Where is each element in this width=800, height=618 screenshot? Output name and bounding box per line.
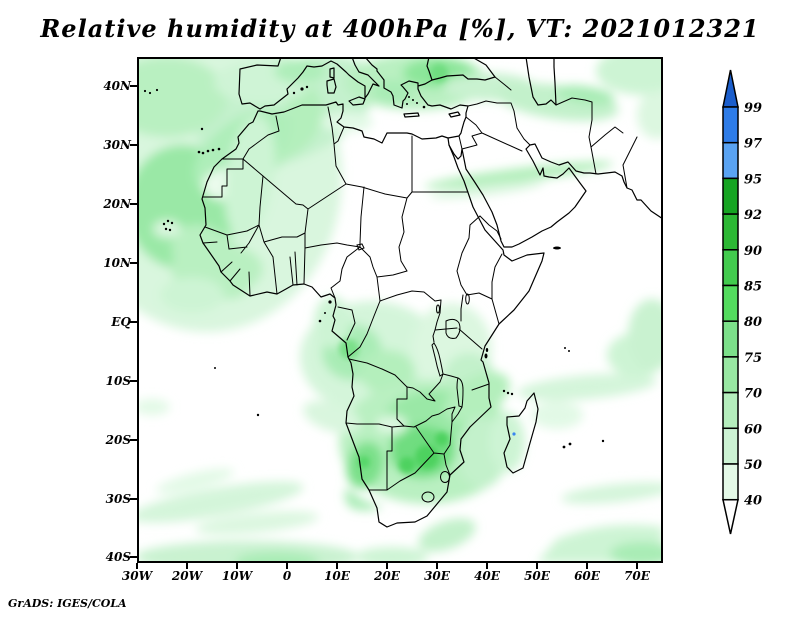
lon-tick-mark — [186, 563, 188, 569]
small-islands-layer — [143, 85, 605, 449]
lon-tick-label: 10E — [324, 569, 350, 583]
lon-tick-label: 20W — [171, 569, 203, 583]
lat-tick-mark — [130, 380, 137, 382]
madagascar-blue-speck — [512, 432, 516, 436]
lat-tick-label: 10N — [103, 256, 131, 270]
lon-tick-mark — [336, 563, 338, 569]
colorbar-tick-label: 80 — [744, 315, 762, 330]
lakes-layer — [356, 243, 470, 408]
colorbar-tick-label: 97 — [744, 137, 762, 152]
lat-tick-label: EQ — [111, 315, 131, 329]
lon-tick-mark — [286, 563, 288, 569]
lat-tick-label: 40N — [103, 79, 131, 93]
colorbar-tick-label: 92 — [744, 208, 762, 223]
colorbar-bottom-arrow — [722, 498, 739, 535]
lon-tick-mark — [136, 563, 138, 569]
lat-tick-mark — [130, 321, 137, 323]
colorbar-tick-label: 75 — [744, 351, 762, 366]
colorbar-tick-label: 50 — [744, 458, 762, 473]
lon-tick-label: 20E — [374, 569, 400, 583]
colorbar-cell — [722, 320, 739, 358]
lat-tick-mark — [130, 439, 137, 441]
lon-tick-mark — [486, 563, 488, 569]
lon-tick-label: 50E — [524, 569, 550, 583]
colorbar-tick-label: 90 — [744, 244, 762, 259]
colorbar-cell — [722, 249, 739, 287]
colorbar-tick-label: 40 — [744, 494, 762, 509]
lat-tick-mark — [130, 144, 137, 146]
lon-tick-mark — [536, 563, 538, 569]
lon-tick-label: 70E — [624, 569, 650, 583]
lat-tick-label: 30N — [103, 138, 131, 152]
colorbar-cell — [722, 427, 739, 465]
colorbar-cell — [722, 106, 739, 144]
colorbar-top-arrow — [722, 69, 739, 108]
humidity-shading-layer — [137, 57, 663, 563]
lat-tick-mark — [130, 262, 137, 264]
plot-border — [137, 57, 663, 563]
country-border-layer — [202, 76, 638, 503]
lon-tick-mark — [436, 563, 438, 569]
colorbar-svg: 99 97 95 92 90 85 80 75 70 60 50 40 — [722, 69, 762, 535]
lon-tick-label: 40E — [474, 569, 500, 583]
plot-title: Relative humidity at 400hPa [%], VT: 202… — [40, 14, 760, 43]
colorbar-tick-label: 99 — [744, 101, 762, 116]
lat-tick-mark — [130, 498, 137, 500]
lon-tick-mark — [636, 563, 638, 569]
lon-tick-label: 30W — [121, 569, 153, 583]
lat-tick-mark — [130, 203, 137, 205]
lat-tick-label: 20N — [103, 197, 131, 211]
lon-tick-label: 60E — [574, 569, 600, 583]
lon-tick-label: 30E — [424, 569, 450, 583]
colorbar-legend: 99 97 95 92 90 85 80 75 70 60 50 40 — [715, 60, 800, 554]
lat-tick-label: 40S — [105, 550, 131, 564]
lat-tick-label: 10S — [105, 374, 131, 388]
colorbar-tick-label: 85 — [744, 280, 762, 295]
lat-tick-mark — [130, 85, 137, 87]
map-plot-area — [137, 57, 663, 563]
colorbar-tick-label: 70 — [744, 387, 762, 402]
colorbar-tick-label: 95 — [744, 172, 762, 187]
colorbar-cell — [722, 356, 739, 394]
colorbar-cell — [722, 177, 739, 215]
colorbar-cell — [722, 391, 739, 430]
lon-tick-mark — [236, 563, 238, 569]
africa-map — [137, 57, 663, 563]
colorbar-cell — [722, 141, 739, 180]
lat-tick-label: 30S — [105, 492, 131, 506]
lat-tick-mark — [130, 556, 137, 558]
colorbar-tick-label: 60 — [744, 422, 762, 437]
lat-tick-label: 20S — [105, 433, 131, 447]
lon-tick-label: 10W — [221, 569, 253, 583]
colorbar-cell — [722, 213, 739, 251]
attribution-label: GrADS: IGES/COLA — [8, 597, 127, 610]
colorbar-cell — [722, 284, 739, 322]
coastline-layer — [199, 57, 663, 528]
lon-tick-label: 0 — [282, 569, 292, 583]
colorbar-cell — [722, 463, 739, 501]
lon-tick-mark — [386, 563, 388, 569]
lon-tick-mark — [586, 563, 588, 569]
